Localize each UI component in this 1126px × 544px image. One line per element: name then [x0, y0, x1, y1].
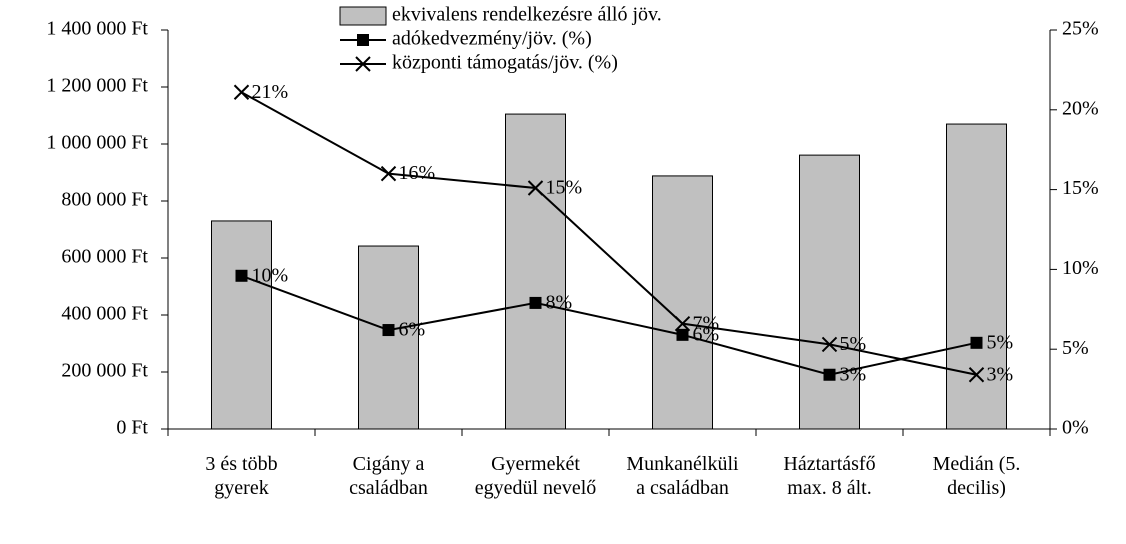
- y2-tick-label: 25%: [1062, 18, 1099, 40]
- line: [241, 274, 977, 376]
- y-tick-label: 400 000 Ft: [61, 303, 148, 325]
- legend-marker: [357, 34, 369, 46]
- legend-swatch: [339, 6, 387, 26]
- marker: [821, 336, 838, 353]
- bar: [358, 245, 419, 430]
- y-tick-label: 0 Ft: [116, 417, 148, 439]
- legend-label: adókedvezmény/jöv. (%): [392, 28, 592, 50]
- data-label: 16%: [399, 162, 436, 184]
- marker: [970, 336, 983, 349]
- marker: [380, 165, 397, 182]
- y2-tick-label: 5%: [1062, 337, 1089, 359]
- data-label: 10%: [252, 264, 289, 286]
- legend-box: [335, 0, 790, 95]
- marker: [382, 324, 395, 337]
- data-label: 8%: [546, 292, 573, 314]
- x-tick-label: Medián (5. decilis): [932, 453, 1021, 499]
- data-label: 3%: [840, 363, 867, 385]
- line: [241, 91, 977, 376]
- y2-tick-label: 20%: [1062, 97, 1099, 119]
- y2-tick-label: 0%: [1062, 417, 1089, 439]
- marker: [676, 328, 689, 341]
- y-tick-label: 800 000 Ft: [61, 189, 148, 211]
- x-tick-label: Cigány a családban: [349, 453, 428, 499]
- marker: [674, 315, 691, 332]
- data-label: 7%: [693, 312, 720, 334]
- bar: [799, 154, 860, 430]
- bar: [211, 220, 272, 430]
- data-label: 21%: [252, 81, 289, 103]
- bar: [505, 113, 566, 430]
- bar: [946, 123, 1007, 430]
- x-tick-label: Háztartásfő max. 8 ált.: [783, 453, 876, 499]
- data-label: 6%: [399, 319, 426, 341]
- marker: [527, 180, 544, 196]
- data-label: 5%: [987, 331, 1014, 353]
- marker: [529, 296, 542, 309]
- y-tick-label: 200 000 Ft: [61, 360, 148, 382]
- marker: [823, 368, 836, 381]
- x-tick-label: 3 és több gyerek: [205, 453, 278, 499]
- y2-tick-label: 15%: [1062, 177, 1099, 199]
- x-tick-label: Gyermekét egyedül nevelő: [474, 453, 597, 499]
- marker: [233, 84, 250, 100]
- y2-tick-label: 10%: [1062, 257, 1099, 279]
- x-tick-label: Munkanélküli a családban: [626, 453, 739, 499]
- bar: [652, 175, 713, 430]
- marker: [968, 367, 985, 383]
- y-tick-label: 1 000 000 Ft: [46, 132, 148, 154]
- y-tick-label: 1 200 000 Ft: [46, 75, 148, 97]
- legend-marker: [355, 56, 371, 72]
- y-tick-label: 1 400 000 Ft: [46, 18, 148, 40]
- legend-label: ekvivalens rendelkezésre álló jöv.: [392, 4, 662, 26]
- y-tick-label: 600 000 Ft: [61, 246, 148, 268]
- data-label: 3%: [987, 363, 1014, 385]
- marker: [235, 269, 248, 282]
- data-label: 5%: [840, 333, 867, 355]
- data-label: 15%: [546, 177, 583, 199]
- data-label: 6%: [693, 323, 720, 345]
- legend-label: központi támogatás/jöv. (%): [392, 52, 618, 74]
